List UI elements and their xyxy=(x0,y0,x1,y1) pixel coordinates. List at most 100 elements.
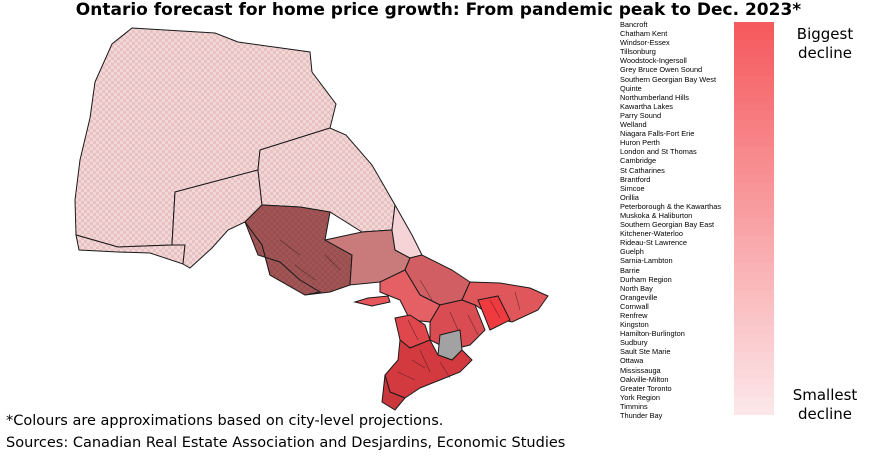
region-list-item: Kitchener-Waterloo xyxy=(620,229,683,239)
region-list-item: Cornwall xyxy=(620,301,649,311)
scale-segment xyxy=(734,369,774,379)
scale-segment xyxy=(734,236,774,246)
region-list-item: Timmins xyxy=(620,401,648,411)
region-list-item: Woodstock-Ingersoll xyxy=(620,56,687,66)
chart-title: Ontario forecast for home price growth: … xyxy=(75,0,802,20)
scale-segment xyxy=(734,137,774,147)
region-list-item: Niagara Falls-Fort Erie xyxy=(620,129,695,139)
scale-segment xyxy=(734,93,774,103)
scale-segment xyxy=(734,316,774,326)
scale-segment xyxy=(734,289,774,299)
legend-smallest-decline: Smallest decline xyxy=(792,386,858,423)
region-list-item: Barrie xyxy=(620,265,640,275)
scale-segment xyxy=(734,325,774,335)
scale-segment xyxy=(734,209,774,219)
scale-segment xyxy=(734,405,774,415)
scale-segment xyxy=(734,352,774,362)
scale-segment xyxy=(734,253,774,263)
scale-segment xyxy=(734,378,774,388)
region-list-item: Parry Sound xyxy=(620,110,662,120)
scale-segment xyxy=(734,129,774,138)
scale-segment xyxy=(734,39,774,49)
region-list-item: Peterborough & the Kawarthas xyxy=(620,201,722,211)
region-ottawa-valley xyxy=(391,203,423,259)
region-list-item: Durham Region xyxy=(620,274,672,284)
scale-segment xyxy=(734,84,774,94)
scale-segment xyxy=(734,200,774,210)
region-list-item: Cambridge xyxy=(620,156,657,166)
region-list-item: Sarnia-Lambton xyxy=(620,256,673,266)
scale-segment xyxy=(734,48,774,58)
region-list-item: Renfrew xyxy=(620,311,648,320)
region-list-item: Orangeville xyxy=(620,292,658,302)
scale-segment xyxy=(734,307,774,317)
scale-segment xyxy=(734,173,774,183)
region-list-item: Tillsonburg xyxy=(620,47,656,57)
region-list-item: Quinte xyxy=(620,83,642,93)
region-list-item: St Catharines xyxy=(620,165,665,175)
region-windsor xyxy=(381,374,406,411)
scale-segment xyxy=(734,262,774,272)
region-list-item: Welland xyxy=(620,120,647,130)
region-list-item: Brantford xyxy=(620,174,651,184)
region-list-item: Sault Ste Marie xyxy=(620,347,671,357)
scale-segment xyxy=(734,57,774,67)
scale-segment xyxy=(734,387,774,397)
region-list-item: Southern Georgian Bay West xyxy=(620,74,716,84)
scale-segment xyxy=(734,120,774,130)
scale-segment xyxy=(734,245,774,254)
island-manitoulin xyxy=(353,295,391,307)
region-list-item: London and St Thomas xyxy=(620,147,697,157)
region-list-item: Sudbury xyxy=(620,338,648,348)
scale-segment xyxy=(734,66,774,76)
scale-segment xyxy=(734,280,774,290)
region-list-item: Ottawa xyxy=(620,356,644,366)
region-list-item: Northumberland Hills xyxy=(620,92,690,102)
scale-segment xyxy=(734,30,774,40)
scale-segment xyxy=(734,155,774,165)
footnote: *Colours are approximations based on cit… xyxy=(6,413,444,429)
region-list-item: Windsor-Essex xyxy=(620,38,670,48)
scale-segment xyxy=(734,343,774,353)
region-list-item: Huron Perth xyxy=(620,138,660,148)
region-list-item: North Bay xyxy=(620,283,653,293)
region-list-item: Rideau-St Lawrence xyxy=(620,238,687,248)
sources-note: Sources: Canadian Real Estate Associatio… xyxy=(6,435,566,451)
region-list-item: Grey Bruce Owen Sound xyxy=(620,65,703,75)
scale-segment xyxy=(734,227,774,237)
region-list-item: Orillia xyxy=(620,192,639,202)
scale-segment xyxy=(734,182,774,192)
region-list-item: Guelph xyxy=(620,247,644,257)
scale-segment xyxy=(734,75,774,85)
scale-segment xyxy=(734,298,774,308)
region-list: Bancroft Chatham Kent Windsor-Essex Tillson… xyxy=(620,20,732,420)
legend-biggest-decline: Biggest decline xyxy=(796,25,854,62)
region-list-item: Kingston xyxy=(620,320,649,330)
scale-segment xyxy=(734,334,774,344)
scale-segment xyxy=(734,22,774,31)
scale-segment xyxy=(734,218,774,228)
internal-boundaries xyxy=(279,239,521,381)
region-list-item: Kawartha Lakes xyxy=(620,101,673,111)
region-list-item: Bancroft xyxy=(620,20,648,29)
scale-segment xyxy=(734,164,774,174)
region-list-item: Mississauga xyxy=(620,365,661,375)
region-list-item: Oakville-Milton xyxy=(620,374,669,384)
region-list-item: Hamilton-Burlington xyxy=(620,329,685,339)
scale-segment xyxy=(734,271,774,281)
region-thunder-bay xyxy=(171,169,263,269)
scale-segment xyxy=(734,396,774,406)
region-list-item: York Region xyxy=(620,392,660,402)
scale-segment xyxy=(734,191,774,201)
scale-segment xyxy=(734,146,774,156)
scale-segment xyxy=(734,102,774,112)
region-list-item: Thunder Bay xyxy=(620,411,663,421)
region-list-item: Simcoe xyxy=(620,183,645,193)
ontario-map xyxy=(74,27,549,411)
region-list-item: Chatham Kent xyxy=(620,29,668,39)
scale-segment xyxy=(734,361,774,370)
region-sault xyxy=(244,221,322,296)
scale-segment xyxy=(734,111,774,121)
region-list-item: Muskoka & Haliburton xyxy=(620,210,693,220)
region-list-item: Southern Georgian Bay East xyxy=(620,220,715,230)
